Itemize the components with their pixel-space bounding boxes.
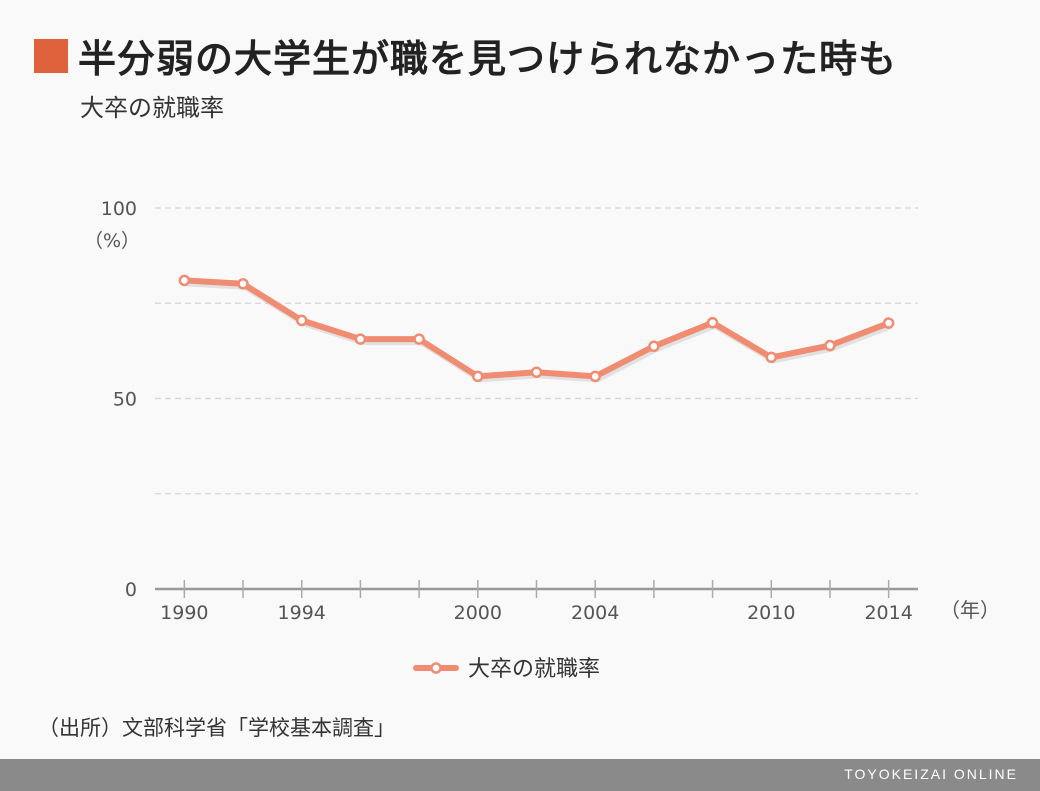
source-note: （出所）文部科学省「学校基本調査」 bbox=[38, 716, 395, 740]
data-point bbox=[765, 351, 778, 364]
footer-bar: TOYOKEIZAI ONLINE bbox=[0, 759, 1040, 791]
data-point bbox=[178, 274, 191, 287]
title-row: 半分弱の大学生が職を見つけられなかった時も bbox=[34, 28, 897, 83]
data-point bbox=[882, 317, 895, 329]
data-point bbox=[472, 370, 484, 383]
series-line bbox=[181, 277, 892, 380]
y-tick-label: 100 bbox=[101, 198, 137, 220]
y-unit-label: （%） bbox=[84, 230, 140, 252]
title-marker bbox=[34, 38, 68, 73]
line-chart: 0 50 100 （%） 1990 1994 2000 2004 2010 2014 （年） 大卒の就… bbox=[84, 198, 1000, 682]
data-point bbox=[706, 316, 719, 329]
legend-label: 大卒の就職率 bbox=[468, 657, 600, 682]
data-point bbox=[237, 278, 249, 290]
x-tick-label: 2004 bbox=[571, 602, 619, 624]
data-point bbox=[530, 366, 543, 378]
data-point bbox=[413, 333, 425, 345]
x-tick-label: 2014 bbox=[864, 602, 912, 624]
data-point bbox=[354, 333, 367, 345]
y-tick-label: 0 bbox=[125, 579, 137, 601]
x-tick-label: 2010 bbox=[747, 602, 795, 624]
x-unit-label: （年） bbox=[940, 598, 1000, 622]
x-tick-label: 2000 bbox=[454, 602, 502, 624]
data-point bbox=[648, 340, 660, 353]
legend-marker bbox=[430, 662, 442, 674]
y-tick-label: 50 bbox=[113, 389, 137, 411]
x-tick-label: 1990 bbox=[160, 602, 208, 624]
chart-subtitle: 大卒の就職率 bbox=[80, 94, 224, 122]
data-point bbox=[824, 339, 836, 352]
x-tick-label: 1994 bbox=[278, 602, 326, 624]
chart-title: 半分弱の大学生が職を見つけられなかった時も bbox=[78, 37, 898, 81]
series-line-shadow bbox=[186, 280, 892, 383]
data-point bbox=[589, 370, 601, 383]
data-point bbox=[295, 314, 308, 327]
footer-brand: TOYOKEIZAI ONLINE bbox=[844, 766, 1018, 782]
